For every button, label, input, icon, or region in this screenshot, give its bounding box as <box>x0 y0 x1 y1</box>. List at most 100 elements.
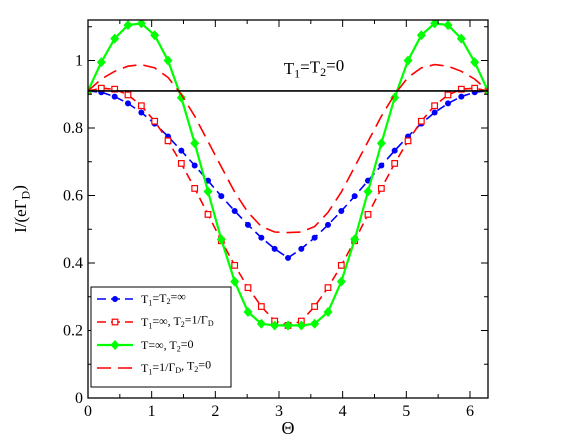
series-1-point <box>378 162 385 169</box>
series-3-point <box>150 30 160 41</box>
series-1-point <box>191 162 198 169</box>
series-2-point <box>457 85 465 93</box>
series-1-point <box>445 100 452 107</box>
series-3-point <box>96 57 106 68</box>
series-1-point <box>325 221 332 228</box>
series-3-point <box>256 318 266 329</box>
series-layer <box>88 20 488 331</box>
legend-swatch-marker <box>111 318 119 326</box>
series-3-point <box>430 20 440 29</box>
y-tick-label: 1 <box>75 53 83 70</box>
series-3-point <box>416 30 426 41</box>
series-1-point <box>124 100 131 107</box>
series-2-point <box>177 160 185 167</box>
y-tick-label: 0.8 <box>63 120 83 137</box>
x-axis-label: Θ <box>282 418 295 438</box>
series-3-point <box>336 276 346 287</box>
series-3-point <box>123 20 133 31</box>
series-2-point <box>391 160 399 167</box>
series-3 <box>88 20 488 331</box>
series-3-point <box>363 186 373 197</box>
x-tick-label: 3 <box>275 403 283 420</box>
series-2-point <box>311 303 319 310</box>
plot-frame <box>87 19 489 399</box>
legend-label: T1=T2=∞ <box>141 290 186 308</box>
series-1-point <box>178 147 185 154</box>
series-1-point <box>351 193 358 200</box>
series-2-point <box>364 211 372 218</box>
series-2-point <box>151 117 159 125</box>
series-2-point <box>164 137 172 145</box>
y-tick-label: 0.4 <box>63 255 83 272</box>
series-3-point <box>323 306 333 317</box>
series-2-point <box>204 211 212 218</box>
y-axis-label-group: I/(eΓD) <box>10 185 33 233</box>
series-3-point <box>310 318 320 329</box>
annotation-text: T1=T2=0 <box>284 56 344 81</box>
series-1-point <box>111 93 118 100</box>
series-1-point <box>311 234 318 241</box>
legend-label: T=∞, T2=0 <box>141 337 194 354</box>
series-3-point <box>136 20 146 29</box>
series-2-point <box>244 284 252 292</box>
legend-swatch-marker <box>112 296 118 302</box>
series-3-point <box>443 20 453 31</box>
x-tick-label: 1 <box>148 403 156 420</box>
legend-entry-1: T1=T2=∞ <box>97 290 186 308</box>
legend-entry-4: T1=1/ΓD, T2=0 <box>97 357 211 376</box>
series-1-point <box>431 109 438 116</box>
series-3-point <box>376 138 386 149</box>
legend: T1=T2=∞ T1=∞, T2=1/ΓD T=∞, T2=0 T1=1/ΓD, T2… <box>90 286 232 388</box>
series-3-point <box>203 186 213 197</box>
series-2-point <box>137 102 145 110</box>
y-tick-label: 0.6 <box>63 188 83 205</box>
series-3-point <box>243 306 253 317</box>
series-2-point <box>257 303 265 310</box>
series-2-point <box>231 261 239 269</box>
series-4 <box>88 63 488 234</box>
series-3-point <box>176 92 186 103</box>
series-2-point <box>444 91 452 99</box>
series-3-point <box>190 138 200 149</box>
series-2-point <box>191 185 199 192</box>
x-tick-label: 0 <box>84 403 92 420</box>
series-1-point <box>138 109 145 116</box>
y-tick-label: 0 <box>75 390 83 407</box>
series-3-point <box>350 234 360 245</box>
series-2-point <box>431 102 439 110</box>
series-1-point <box>258 234 265 241</box>
series-2-point <box>377 185 385 192</box>
axes-layer: 0 1 2 3 4 5 6 0 0.2 0.4 0.6 0.8 1 Θ I/(eΓD) T1=T2=0 <box>10 20 488 438</box>
series-3-point <box>390 92 400 103</box>
series-3-point <box>230 276 240 287</box>
series-3-point <box>110 33 120 44</box>
series-1-point <box>285 254 292 261</box>
legend-label: T1=∞, T2=1/ΓD <box>141 313 214 331</box>
series-1-point <box>231 208 238 215</box>
series-1-point <box>391 147 398 154</box>
series-4-line <box>88 63 488 234</box>
series-1 <box>88 87 488 261</box>
series-1-point <box>271 245 278 252</box>
series-1-point <box>338 208 345 215</box>
y-tick-label: 0.2 <box>63 323 83 340</box>
legend-box <box>90 286 232 388</box>
legend-entry-2: T1=∞, T2=1/ΓD <box>97 313 214 331</box>
series-1-point <box>244 221 251 228</box>
series-1-point <box>458 93 465 100</box>
x-tick-label: 6 <box>466 403 474 420</box>
series-2-point <box>124 91 132 99</box>
legend-swatch-marker <box>110 340 120 350</box>
series-3-point <box>283 320 293 331</box>
series-3-point <box>216 234 226 245</box>
series-3-point <box>470 57 480 68</box>
series-2-point <box>337 261 345 269</box>
series-2-point <box>111 85 119 93</box>
series-3-point <box>456 33 466 44</box>
legend-label: T1=1/ΓD, T2=0 <box>141 357 211 376</box>
series-3-point <box>270 320 280 331</box>
legend-entry-3: T=∞, T2=0 <box>97 337 194 354</box>
series-3-point <box>296 320 306 331</box>
x-tick-label: 4 <box>339 403 347 420</box>
